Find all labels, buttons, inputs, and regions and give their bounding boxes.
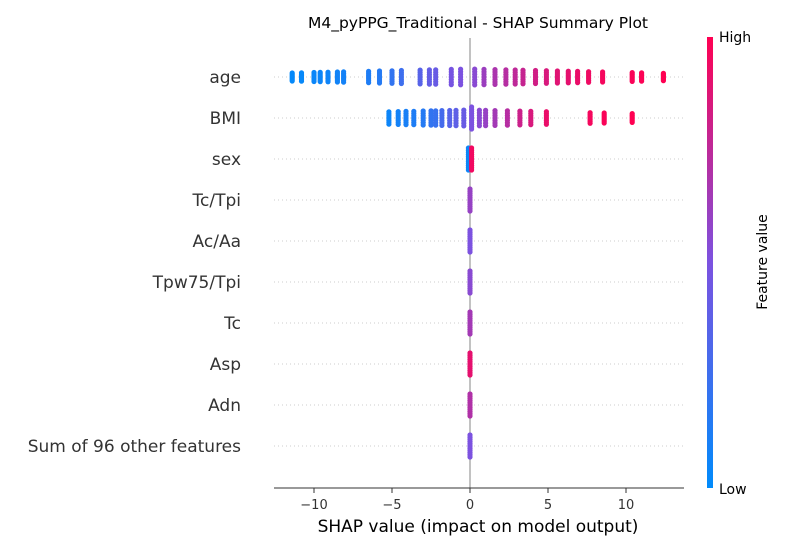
x-axis-label: SHAP value (impact on model output) [318,517,639,537]
chart-title: M4_pyPPG_Traditional - SHAP Summary Plot [308,14,648,33]
data-point [492,81,498,87]
data-point [575,80,581,86]
data-point [492,122,498,128]
feature-label: Tpw75/Tpi [152,273,241,293]
data-point [483,123,489,129]
data-point [341,79,347,85]
data-point [467,208,473,214]
feature-label: Tc/Tpi [192,191,241,211]
data-point [520,81,526,87]
feature-label: Asp [210,355,241,375]
data-point [426,81,432,87]
data-point [469,126,475,132]
data-point [639,78,645,84]
data-point [428,122,434,128]
data-point [472,82,478,88]
data-point [389,80,395,86]
data-point [447,122,453,129]
data-point [467,413,473,419]
data-point [433,122,439,128]
data-point [334,79,340,85]
data-point [420,122,426,128]
feature-label: Sum of 96 other features [28,437,241,457]
data-point [417,81,423,87]
data-point [587,120,593,126]
data-point [467,331,473,337]
data-point [600,79,606,85]
feature-label: BMI [210,109,241,129]
data-point [629,78,635,84]
data-point [554,80,561,86]
data-point [476,123,482,129]
data-point [458,82,464,88]
data-point [366,80,372,86]
data-point [439,122,445,128]
data-point [528,122,534,128]
data-point [386,121,392,127]
x-tick-label: 10 [618,498,635,513]
data-point [433,81,439,87]
data-point [289,78,295,84]
data-point [586,79,592,85]
colorbar-title: Feature value [755,214,771,310]
data-point [453,123,459,129]
data-point [317,79,323,85]
x-tick-label: −10 [300,498,327,513]
data-point [532,80,539,87]
x-tick-label: −5 [382,498,401,513]
feature-label: Tc [223,314,241,334]
data-point [565,80,571,86]
x-tick-label: 5 [544,498,552,513]
data-point [467,372,473,378]
data-point [448,82,454,88]
feature-label: Ac/Aa [193,232,241,252]
data-point [467,290,473,296]
data-point [543,121,550,127]
colorbar [707,37,713,488]
row-guides [274,76,684,447]
data-point [467,249,473,255]
data-point [398,80,404,87]
feature-label: age [209,68,241,88]
data-point [325,79,331,85]
data-point [512,81,518,87]
data-point [504,122,510,128]
data-point [469,167,475,173]
data-point [461,123,467,129]
data-point [395,121,401,127]
data-point [403,122,409,128]
data-point [467,454,473,460]
data-point [543,80,550,86]
data-point [481,82,487,88]
data-point [503,81,509,87]
data-point [298,78,305,84]
data-point [376,80,383,86]
data-point [411,122,417,128]
feature-label: sex [212,150,241,170]
data-points [289,66,667,460]
data-point [517,122,523,128]
x-tick-label: 0 [466,498,474,513]
colorbar-high-label: High [719,30,751,46]
x-axis-ticks: −10 −5 0 5 10 [300,488,634,513]
data-point [660,78,667,84]
feature-label: Adn [208,396,241,416]
data-point [311,78,317,85]
data-point [601,120,607,126]
feature-labels: age BMI sex Tc/Tpi Ac/Aa Tpw75/Tpi Tc Asp Adn Sum… [28,68,241,457]
colorbar-low-label: Low [719,482,747,498]
data-point [629,119,635,125]
